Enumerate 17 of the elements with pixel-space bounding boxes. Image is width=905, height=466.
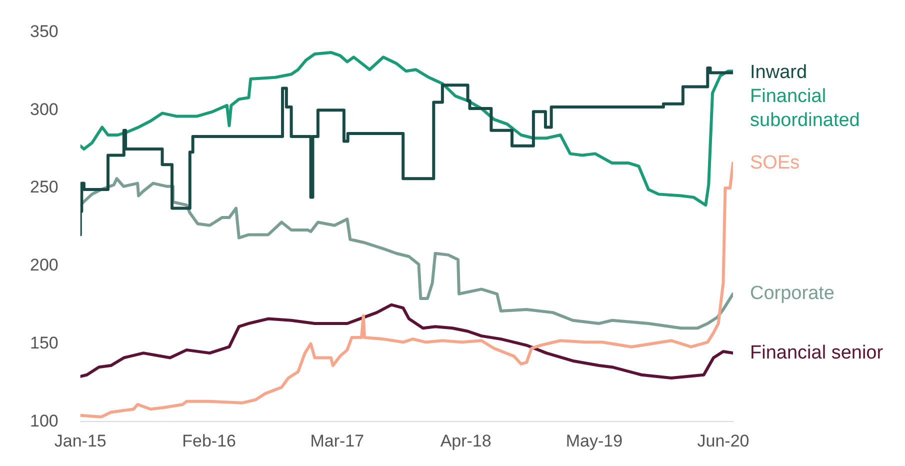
- x-tick-label: May-19: [566, 431, 623, 450]
- series-label: Financial subordinated: [750, 86, 860, 131]
- y-tick-label: 350: [30, 22, 58, 41]
- x-tick-label: Jan-15: [54, 431, 106, 450]
- x-tick-label: Jun-20: [697, 431, 750, 450]
- y-tick-label: 150: [30, 333, 58, 352]
- y-tick-label: 200: [30, 256, 58, 275]
- series-label: Corporate: [750, 283, 834, 304]
- y-tick-label: 300: [30, 100, 58, 119]
- x-tick-label: Apr-18: [440, 431, 492, 450]
- x-tick-label: Feb-16: [182, 431, 236, 450]
- x-tick-label: Mar-17: [310, 431, 364, 450]
- y-tick-label: 100: [30, 411, 58, 430]
- series-label: Inward: [750, 62, 808, 83]
- series-label: Financial senior: [750, 342, 884, 364]
- y-tick-label: 250: [30, 178, 58, 197]
- series-label: SOEs: [750, 152, 800, 174]
